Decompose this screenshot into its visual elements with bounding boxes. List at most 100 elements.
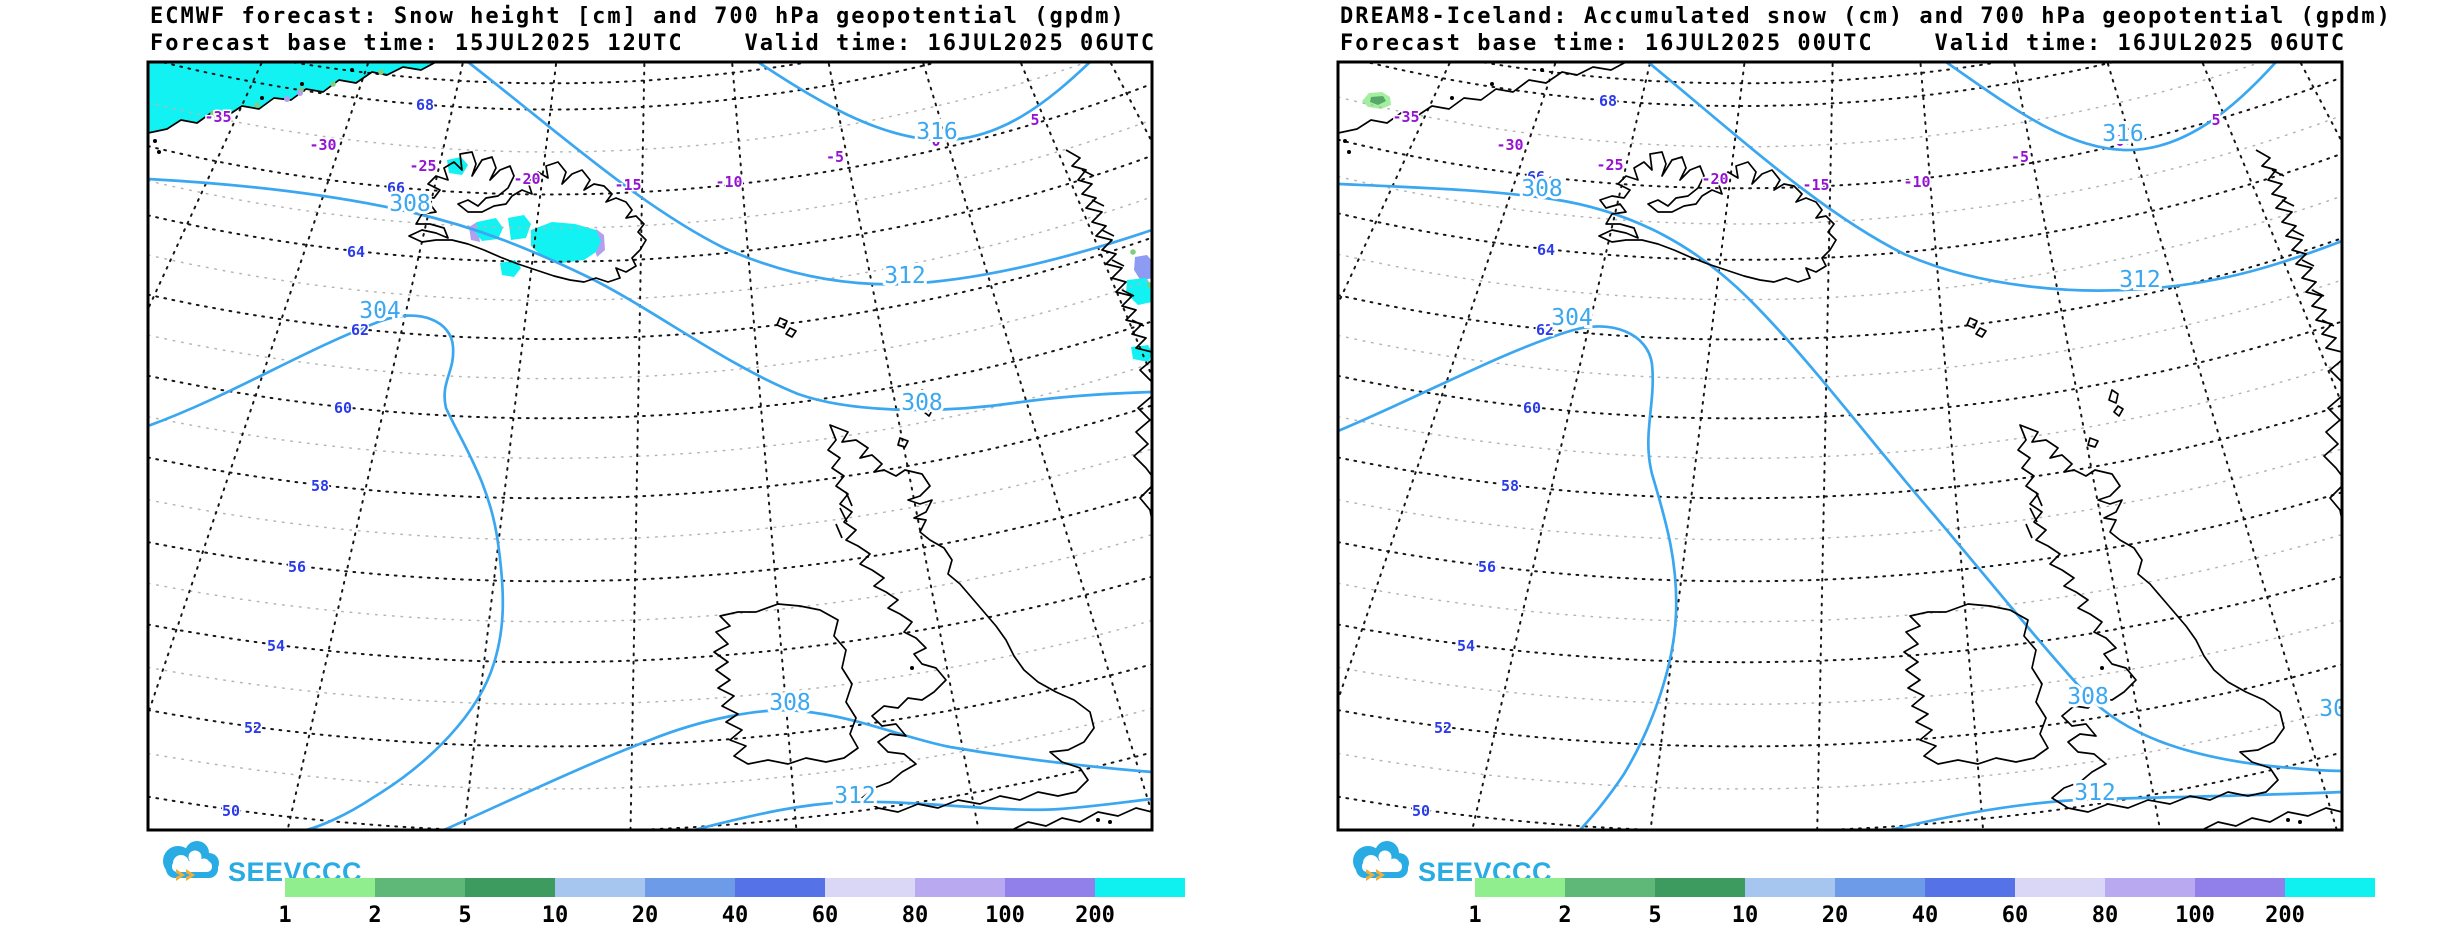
colorbar-segment: [1835, 878, 1925, 897]
map-content: -35 -30 -25 -20 -15 -10 -5 0 5 68 66 64 62 60 58 56 54 52…: [148, 62, 1152, 830]
svg-text:-35: -35: [1392, 108, 1419, 126]
svg-text:5: 5: [1648, 903, 1661, 925]
svg-text:10: 10: [542, 903, 569, 925]
geopotential-contours: [1338, 62, 2342, 830]
colorbar-segment: [645, 878, 735, 897]
map-frame: [146, 60, 1154, 832]
contour-labels: 308 304 316 312 308 308 312: [356, 116, 961, 812]
map-frame: [1336, 60, 2344, 832]
svg-text:80: 80: [2092, 903, 2119, 925]
panel-dream8-titles: DREAM8-Iceland: Accumulated snow (cm) an…: [1340, 3, 2392, 57]
svg-text:54: 54: [267, 637, 285, 655]
svg-text:5: 5: [458, 903, 471, 925]
coastlines: [148, 62, 1152, 830]
longitude-labels: -35 -30 -25 -20 -15 -10 -5 0 5: [1391, 107, 2222, 196]
snow-colorbar: 1 2 5 10 20 40 60 80 100 200: [278, 878, 1185, 925]
svg-text:312: 312: [2119, 267, 2161, 293]
colorbar-segment: [1475, 878, 1565, 897]
svg-text:10: 10: [1732, 903, 1759, 925]
svg-text:-35: -35: [204, 108, 231, 126]
svg-text:60: 60: [334, 399, 352, 417]
colorbar-segment: [465, 878, 555, 897]
snow-colorbar: 1 2 5 10 20 40 60 80 100 200: [1468, 878, 2375, 925]
svg-text:-5: -5: [826, 148, 844, 166]
svg-text:316: 316: [2102, 121, 2144, 147]
seevccc-logo: SEEVCCC: [1353, 841, 1552, 887]
svg-text:80: 80: [902, 903, 929, 925]
svg-text:20: 20: [632, 903, 659, 925]
graticule-minor: [148, 62, 1152, 790]
svg-text:60: 60: [1523, 399, 1541, 417]
geopotential-contours: [148, 62, 1152, 830]
svg-text:5: 5: [2211, 111, 2220, 129]
svg-text:-30: -30: [309, 136, 336, 154]
svg-text:64: 64: [347, 243, 365, 261]
svg-text:62: 62: [351, 321, 369, 339]
colorbar-segment: [825, 878, 915, 897]
svg-text:56: 56: [288, 558, 306, 576]
colorbar-segment: [1565, 878, 1655, 897]
panel-ecmwf: ECMWF forecast: Snow height [cm] and 700…: [146, 3, 1185, 925]
svg-text:-15: -15: [1802, 176, 1829, 194]
longitude-labels: -35 -30 -25 -20 -15 -10 -5 0 5: [203, 107, 1041, 196]
svg-text:2: 2: [368, 903, 381, 925]
svg-text:312: 312: [834, 783, 876, 809]
ecmwf-subtitle: Forecast base time: 15JUL2025 12UTC Vali…: [150, 31, 1157, 56]
chevron-icon: [176, 869, 195, 881]
svg-text:312: 312: [884, 263, 926, 289]
colorbar-segment: [1925, 878, 2015, 897]
snow-fringe-specks: [210, 69, 1152, 288]
svg-text:-25: -25: [409, 157, 436, 175]
svg-text:66: 66: [387, 179, 405, 197]
chevron-icon: [1366, 869, 1385, 881]
panel-ecmwf-titles: ECMWF forecast: Snow height [cm] and 700…: [150, 3, 1156, 57]
svg-text:-15: -15: [614, 176, 641, 194]
svg-text:-20: -20: [1701, 170, 1728, 188]
latitude-labels: 68 66 64 62 60 58 56 54 52 50: [1410, 91, 1618, 822]
colorbar-segment: [1095, 878, 1185, 897]
svg-text:5: 5: [1030, 111, 1039, 129]
colorbar-segment: [555, 878, 645, 897]
svg-text:-20: -20: [513, 170, 540, 188]
svg-text:66: 66: [1527, 168, 1545, 186]
svg-text:56: 56: [1478, 558, 1496, 576]
svg-text:50: 50: [222, 802, 240, 820]
svg-text:-30: -30: [1496, 136, 1523, 154]
svg-text:52: 52: [1434, 719, 1452, 737]
svg-text:2: 2: [1558, 903, 1571, 925]
colorbar-segment: [2285, 878, 2375, 897]
svg-text:68: 68: [1599, 92, 1617, 110]
svg-text:0: 0: [2115, 132, 2124, 150]
coastlines: [1338, 62, 2342, 830]
svg-text:316: 316: [916, 119, 958, 145]
svg-text:-10: -10: [715, 173, 742, 191]
svg-text:100: 100: [2175, 903, 2215, 925]
svg-text:308: 308: [389, 191, 431, 217]
graticule-minor: [1338, 62, 2342, 790]
svg-text:1: 1: [1468, 903, 1481, 925]
ecmwf-title: ECMWF forecast: Snow height [cm] and 700…: [150, 4, 1126, 29]
map-dream8: -35-30-25-20 -15 -10-505686664626058565452…: [1336, 60, 2375, 925]
svg-text:20: 20: [1822, 903, 1849, 925]
svg-text:-10: -10: [1903, 173, 1930, 191]
colorbar-segment: [735, 878, 825, 897]
svg-text:304: 304: [1551, 305, 1593, 331]
map-content: -35 -30 -25 -20 -15 -10 -5 0 5 68 66 64 62 60 58 56 54 52…: [1338, 62, 2361, 830]
dream8-title: DREAM8-Iceland: Accumulated snow (cm) an…: [1340, 4, 2392, 29]
colorbar-segment: [1745, 878, 1835, 897]
svg-text:308: 308: [901, 390, 943, 416]
latitude-labels: 68 66 64 62 60 58 56 54 52 50: [220, 95, 435, 822]
svg-text:60: 60: [2002, 903, 2029, 925]
svg-text:58: 58: [1501, 477, 1519, 495]
svg-text:68: 68: [416, 96, 434, 114]
svg-text:308: 308: [769, 690, 811, 716]
svg-text:312: 312: [2074, 780, 2116, 806]
panel-dream8: DREAM8-Iceland: Accumulated snow (cm) an…: [1190, 0, 2410, 925]
svg-text:200: 200: [2265, 903, 2305, 925]
colorbar-segment: [375, 878, 465, 897]
svg-text:308: 308: [2319, 696, 2361, 722]
svg-text:304: 304: [359, 298, 401, 324]
svg-text:50: 50: [1412, 802, 1430, 820]
colorbar-segment: [2015, 878, 2105, 897]
